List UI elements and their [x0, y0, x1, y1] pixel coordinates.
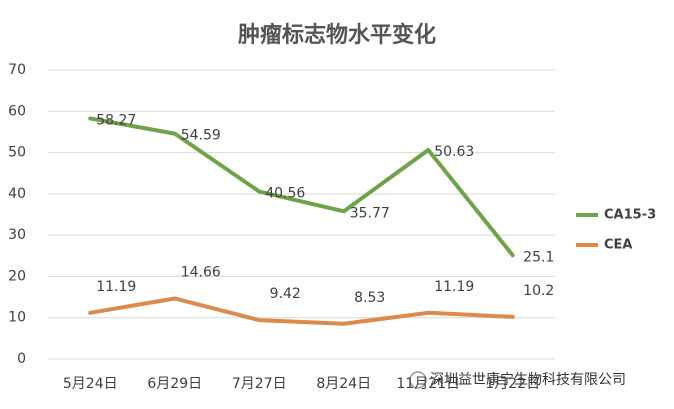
legend-label: CA15-3 [604, 208, 656, 223]
x-tick-label: 1月22日 [485, 376, 540, 392]
series-line [88, 116, 515, 258]
x-tick-label: 5月24日 [63, 376, 118, 392]
series-line [88, 296, 515, 326]
y-tick-label: 50 [8, 145, 26, 161]
data-label: 40.56 [265, 186, 305, 202]
data-label: 54.59 [181, 128, 221, 144]
y-tick-label: 40 [8, 186, 26, 202]
watermark: 深圳益世康宁生物科技有限公司 [430, 371, 626, 388]
y-tick-label: 10 [8, 310, 26, 326]
watermark-icon [409, 371, 427, 389]
data-label: 14.66 [181, 264, 221, 280]
chart-title: 肿瘤标志物水平变化 [238, 22, 436, 48]
data-label: 11.19 [434, 279, 474, 295]
data-label: 8.53 [354, 290, 385, 306]
x-tick-label: 8月24日 [316, 376, 371, 392]
data-label: 11.19 [96, 279, 136, 295]
data-label: 25.1 [523, 249, 554, 265]
y-tick-label: 60 [8, 103, 26, 119]
data-label: 58.27 [96, 112, 136, 128]
y-tick-label: 20 [8, 268, 26, 284]
y-tick-label: 70 [8, 62, 26, 78]
x-tick-label: 11月21日 [396, 376, 460, 392]
y-tick-label: 30 [8, 227, 26, 243]
data-label: 9.42 [270, 286, 301, 302]
data-label: 10.2 [523, 283, 554, 299]
x-tick-label: 6月29日 [147, 376, 202, 392]
x-tick-label: 7月27日 [232, 376, 287, 392]
legend-label: CEA [604, 238, 632, 253]
data-label: 50.63 [434, 144, 474, 160]
data-label: 35.77 [350, 205, 390, 221]
y-tick-label: 0 [17, 351, 26, 367]
